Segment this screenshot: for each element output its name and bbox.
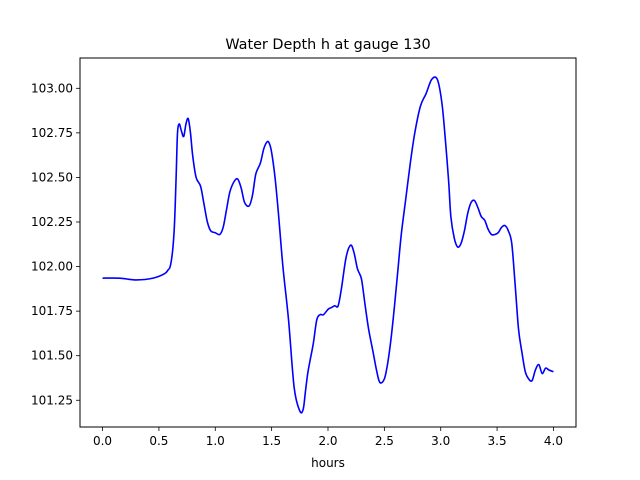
y-tick-label: 101.25	[31, 393, 73, 407]
y-tick-label: 102.25	[31, 215, 73, 229]
y-tick-label: 101.50	[31, 349, 73, 363]
x-axis-label: hours	[311, 456, 345, 470]
x-tick-label: 0.0	[93, 434, 112, 448]
axes-frame	[79, 57, 577, 428]
x-tick-label: 1.5	[262, 434, 281, 448]
x-tick-label: 2.5	[375, 434, 394, 448]
x-axis: 0.0 0.5 1.0 1.5 2.0 2.5 3.0 3.5 4.0	[93, 427, 563, 448]
y-tick-label: 101.75	[31, 304, 73, 318]
y-axis: 101.25 101.50 101.75 102.00 102.25 102.50 102.…	[31, 81, 80, 407]
y-tick-label: 103.00	[31, 81, 73, 95]
plot-layer	[102, 76, 554, 414]
x-tick-label: 4.0	[544, 434, 563, 448]
x-tick-label: 1.0	[206, 434, 225, 448]
x-tick-label: 3.5	[488, 434, 507, 448]
x-tick-label: 3.0	[431, 434, 450, 448]
y-tick-label: 102.50	[31, 170, 73, 184]
chart-title: Water Depth h at gauge 130	[225, 37, 430, 53]
x-tick-label: 2.0	[318, 434, 337, 448]
y-tick-label: 102.75	[31, 126, 73, 140]
y-tick-label: 102.00	[31, 260, 73, 274]
x-tick-label: 0.5	[149, 434, 168, 448]
series-line-0	[102, 76, 554, 414]
